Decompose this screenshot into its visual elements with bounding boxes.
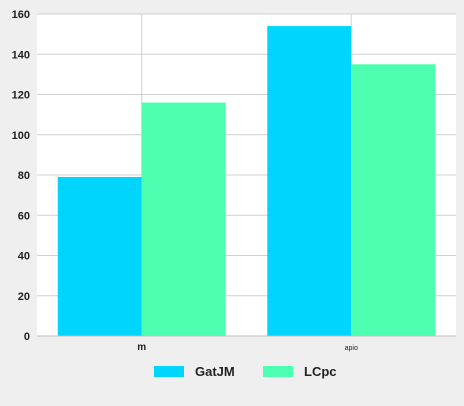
bar-LCpc-m[interactable]: [141, 102, 226, 336]
y-tick-label: 60: [18, 210, 30, 222]
y-tick-label: 80: [18, 170, 30, 182]
legend-label: GatJM: [195, 364, 235, 379]
y-tick-label: 140: [12, 49, 30, 61]
legend-item-LCpc[interactable]: LCpc: [263, 364, 337, 379]
y-tick-label: 100: [12, 130, 30, 142]
x-tick-label: apio: [345, 345, 358, 352]
axes: 0 20 40 60 80 100 120 140 160 m apio: [12, 9, 456, 353]
legend-item-GatJM[interactable]: GatJM: [154, 364, 235, 379]
x-tick-label: m: [137, 342, 146, 353]
y-tick-label: 160: [12, 9, 30, 21]
y-tick-label: 0: [24, 331, 30, 343]
bar-GatJM-apio[interactable]: [267, 26, 352, 336]
legend-swatch: [263, 366, 293, 377]
legend-label: LCpc: [304, 364, 337, 379]
legend: GatJM LCpc: [154, 364, 337, 379]
bars: [57, 26, 436, 336]
y-tick-label: 40: [18, 251, 30, 263]
y-tick-label: 120: [12, 90, 30, 102]
legend-swatch: [154, 366, 184, 377]
y-tick-label: 20: [18, 291, 30, 303]
bar-GatJM-m[interactable]: [57, 177, 142, 336]
bar-LCpc-apio[interactable]: [351, 64, 436, 336]
